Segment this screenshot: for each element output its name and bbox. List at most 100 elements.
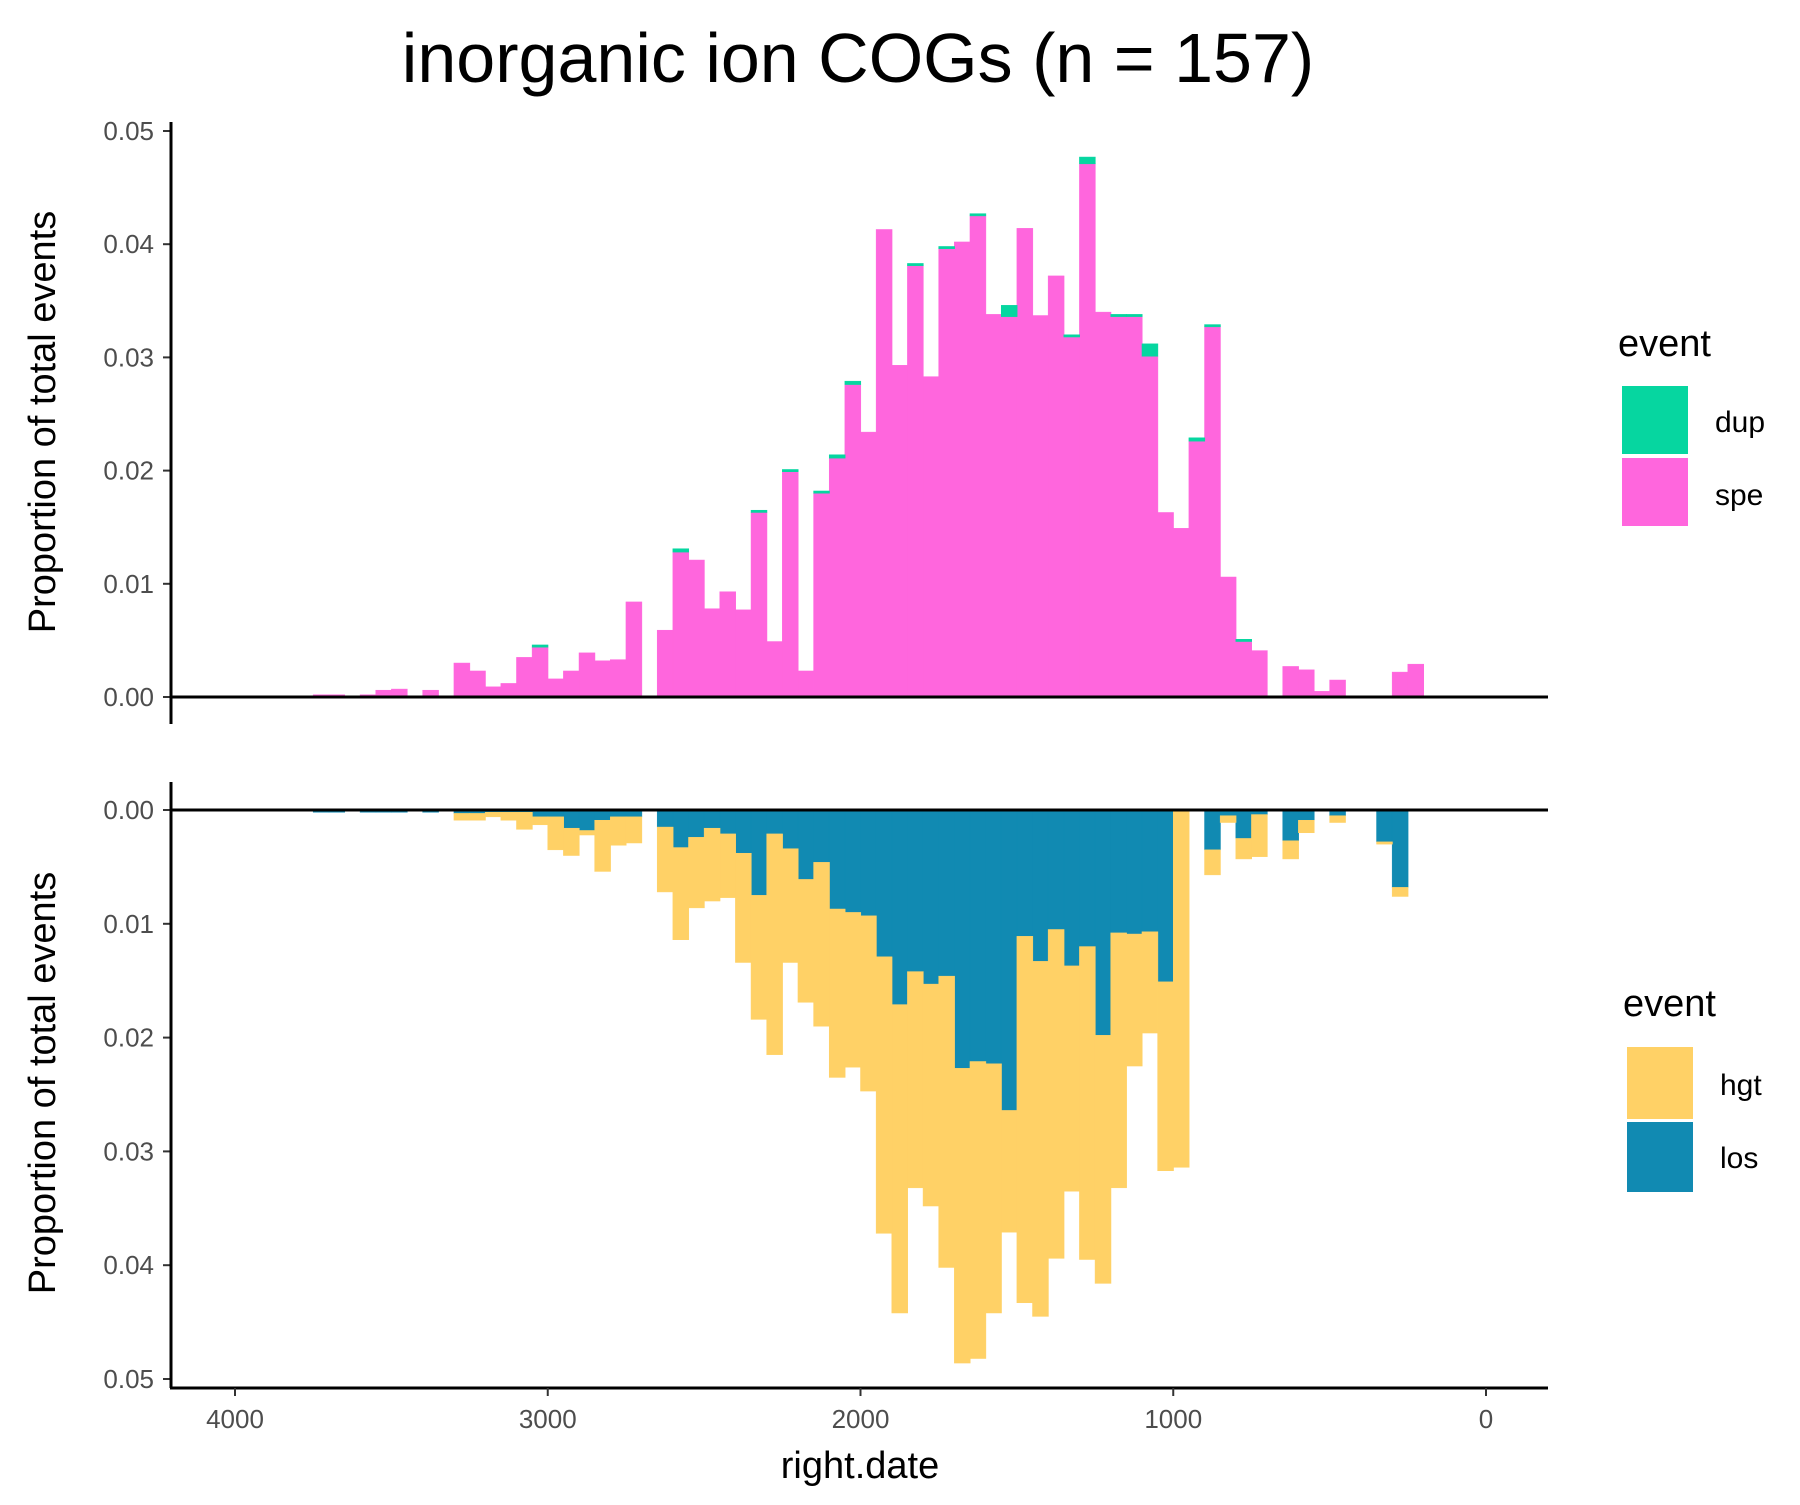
bar-bottom-los-1325 <box>1063 809 1080 967</box>
bar-bottom-hgt-1775 <box>922 983 940 1207</box>
panel-bottom: 0.00 0.01 0.02 0.03 0.04 0.05 4000 3000 2000 100… <box>22 782 1548 1487</box>
bar-bottom-los-1475 <box>1016 809 1034 937</box>
legend-top-title: event <box>1618 323 1711 365</box>
top-bars <box>312 156 1425 698</box>
bar-bottom-los-1225 <box>1094 809 1112 1036</box>
bar-top-spe-2925 <box>563 670 580 698</box>
bar-top-spe-2975 <box>547 678 564 698</box>
bar-top-spe-575 <box>1298 669 1315 698</box>
bar-top-dup-1275 <box>1079 156 1096 165</box>
bar-bottom-los-1275 <box>1079 809 1096 947</box>
bar-top-spe-1975 <box>860 431 877 698</box>
bar-bottom-los-2875 <box>578 809 596 831</box>
bar-bottom-los-2575 <box>672 809 690 848</box>
bar-bottom-los-625 <box>1282 809 1299 841</box>
bar-bottom-hgt-1125 <box>1126 933 1143 1067</box>
y-tick-label-bottom-3: 0.03 <box>103 1136 154 1166</box>
bar-bottom-hgt-1075 <box>1141 931 1159 1034</box>
bar-top-dup-1625 <box>969 213 987 217</box>
x-tick-label-1: 3000 <box>519 1404 577 1434</box>
bar-bottom-hgt-2375 <box>735 852 752 963</box>
bar-top-dup-3025 <box>531 644 549 648</box>
bar-bottom-los-2425 <box>719 809 736 835</box>
bar-top-spe-1475 <box>1016 228 1034 698</box>
bar-bottom-hgt-2825 <box>594 819 611 872</box>
bar-bottom-hgt-2625 <box>656 826 674 893</box>
bar-bottom-los-2475 <box>703 809 721 829</box>
bar-top-dup-1175 <box>1110 314 1127 317</box>
bar-bottom-hgt-1475 <box>1016 936 1034 1304</box>
bar-top-spe-1525 <box>1000 316 1018 698</box>
bar-bottom-los-1425 <box>1032 809 1049 962</box>
bar-top-spe-2325 <box>750 512 768 698</box>
bar-top-spe-3075 <box>516 657 533 698</box>
bar-top-spe-2775 <box>610 659 627 698</box>
bar-top-spe-1025 <box>1157 512 1174 698</box>
legend-swatch-dup <box>1622 386 1688 454</box>
bar-top-spe-1925 <box>875 229 893 698</box>
bar-bottom-hgt-2875 <box>578 830 596 836</box>
bar-top-spe-2275 <box>766 641 783 698</box>
bar-bottom-hgt-2225 <box>782 848 799 963</box>
top-y-ticks: 0.00 0.01 0.02 0.03 0.04 0.05 <box>103 116 171 712</box>
bar-bottom-los-325 <box>1376 809 1393 843</box>
x-tick-label-2: 2000 <box>832 1404 890 1434</box>
bar-top-dup-1325 <box>1063 334 1080 338</box>
x-tick-label-4: 0 <box>1479 1404 1493 1434</box>
bar-bottom-hgt-1825 <box>907 971 924 1189</box>
legend-label-los: los <box>1720 1142 1758 1175</box>
bar-top-spe-1325 <box>1063 336 1080 698</box>
bar-bottom-hgt-1425 <box>1032 961 1049 1317</box>
bar-bottom-los-1025 <box>1157 809 1174 983</box>
bar-top-spe-1075 <box>1141 356 1159 698</box>
bar-bottom-hgt-1925 <box>875 956 893 1234</box>
bar-bottom-hgt-2925 <box>563 827 580 856</box>
bar-top-spe-2125 <box>813 492 830 698</box>
bar-bottom-hgt-2425 <box>719 833 736 898</box>
y-tick-label-top-4: 0.04 <box>103 229 154 259</box>
y-tick-label-bottom-0: 0.00 <box>103 795 154 825</box>
bar-bottom-hgt-325 <box>1376 841 1393 845</box>
bar-bottom-hgt-275 <box>1391 887 1409 897</box>
bar-top-dup-925 <box>1188 437 1206 442</box>
bar-top-spe-275 <box>1391 671 1409 698</box>
bar-bottom-los-2825 <box>594 809 611 821</box>
bar-bottom-hgt-1025 <box>1157 981 1174 1172</box>
top-y-axis-title: Proportion of total events <box>22 211 64 633</box>
bar-bottom-hgt-1725 <box>938 975 955 1268</box>
bar-bottom-hgt-2575 <box>672 847 690 940</box>
bar-bottom-los-1725 <box>938 809 955 977</box>
bar-top-dup-2575 <box>672 548 690 553</box>
y-tick-label-top-1: 0.01 <box>103 569 154 599</box>
bar-bottom-hgt-1575 <box>985 1063 1002 1314</box>
bar-bottom-hgt-475 <box>1329 815 1346 823</box>
bar-bottom-los-2925 <box>563 809 580 829</box>
bar-bottom-hgt-1525 <box>1000 1110 1018 1233</box>
legend-bottom-title: event <box>1623 983 1716 1025</box>
bar-top-spe-1375 <box>1047 275 1065 698</box>
legend-label-spe: spe <box>1715 479 1763 512</box>
bar-top-dup-1125 <box>1126 314 1143 317</box>
bar-top-spe-625 <box>1282 666 1299 698</box>
bottom-y-ticks: 0.00 0.01 0.02 0.03 0.04 0.05 <box>103 795 171 1394</box>
bar-bottom-los-1925 <box>875 809 893 958</box>
bar-bottom-hgt-2125 <box>813 862 830 1027</box>
y-tick-label-bottom-1: 0.01 <box>103 909 154 939</box>
bar-top-spe-1175 <box>1110 316 1127 698</box>
y-tick-label-bottom-2: 0.02 <box>103 1023 154 1053</box>
bar-top-spe-2725 <box>625 601 643 698</box>
bar-top-spe-1775 <box>922 376 940 698</box>
y-tick-label-bottom-5: 0.05 <box>103 1364 154 1394</box>
y-tick-label-top-5: 0.05 <box>103 116 154 146</box>
bar-bottom-los-1175 <box>1110 809 1127 934</box>
bar-top-dup-1525 <box>1000 305 1018 317</box>
bar-bottom-los-575 <box>1298 809 1315 821</box>
bar-bottom-hgt-1675 <box>954 1068 971 1364</box>
bar-top-spe-1425 <box>1032 315 1049 698</box>
bar-bottom-los-2525 <box>688 809 705 838</box>
bar-top-dup-1075 <box>1141 343 1159 357</box>
bar-bottom-hgt-575 <box>1298 819 1315 834</box>
bar-bottom-los-2625 <box>656 809 674 828</box>
bar-bottom-los-275 <box>1391 809 1409 888</box>
bar-bottom-hgt-2175 <box>797 879 815 1003</box>
